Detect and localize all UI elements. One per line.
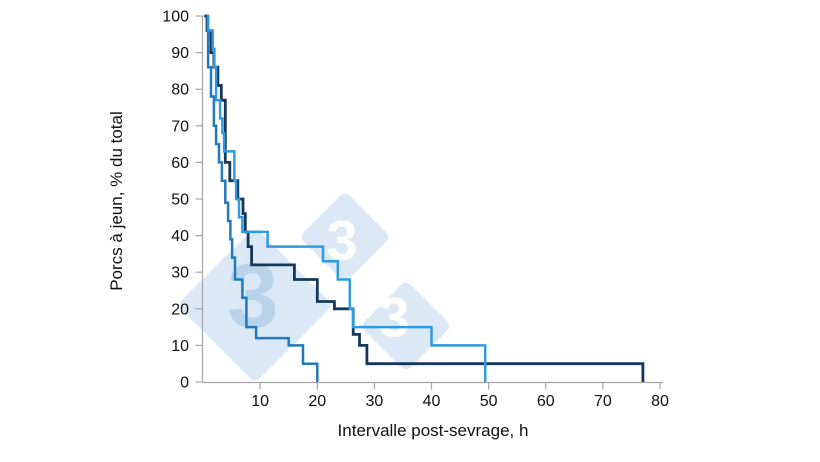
pig333-watermark: 333	[179, 193, 450, 381]
watermark-3-glyph: 3	[378, 286, 409, 349]
x-tick-label: 60	[537, 393, 555, 410]
x-tick-label: 10	[251, 393, 269, 410]
axes	[195, 15, 663, 390]
x-tick-label: 80	[651, 393, 669, 410]
y-tick-label: 20	[171, 301, 189, 318]
x-tick-label: 40	[423, 393, 441, 410]
y-tick-label: 100	[162, 9, 189, 26]
x-tick-label: 70	[594, 393, 612, 410]
y-axis-title: Porcs à jeun, % du total	[107, 111, 126, 291]
x-axis-title: Intervalle post-sevrage, h	[337, 421, 529, 440]
y-tick-label: 0	[180, 375, 189, 392]
y-tick-label: 60	[171, 155, 189, 172]
y-tick-label: 50	[171, 192, 189, 209]
y-tick-label: 40	[171, 228, 189, 245]
y-tick-label: 80	[171, 82, 189, 99]
tick-labels: 0 10 20 30 40 50 60 70 80 90 100 10 20 30 40 50 60 70 80	[162, 9, 669, 411]
x-tick-label: 20	[308, 393, 326, 410]
x-tick-label: 30	[365, 393, 383, 410]
y-tick-label: 90	[171, 45, 189, 62]
y-tick-label: 30	[171, 265, 189, 282]
series-path-courbe-bleu-moyen	[203, 14, 319, 382]
series-path-courbe-bleu-clair	[206, 14, 487, 382]
watermark-diamond	[179, 229, 331, 381]
y-tick-label: 70	[171, 118, 189, 135]
y-tick-label: 10	[171, 338, 189, 355]
x-tick-label: 50	[480, 393, 498, 410]
